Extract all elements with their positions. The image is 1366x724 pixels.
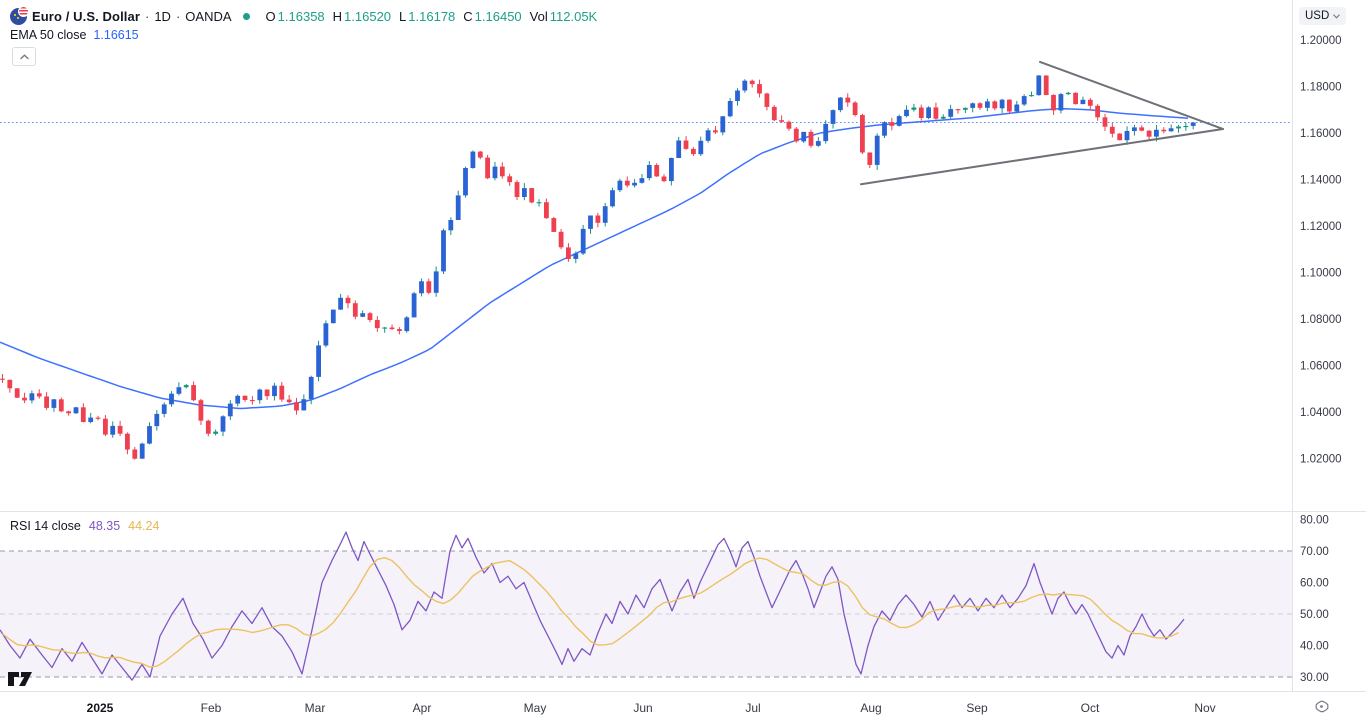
svg-text:Apr: Apr	[413, 701, 432, 715]
high-label: H	[332, 9, 343, 24]
candlestick-series	[0, 75, 1196, 460]
svg-text:1.16000: 1.16000	[1300, 128, 1342, 140]
triangle-pattern-drawing[interactable]	[860, 60, 1224, 186]
svg-text:80.00: 80.00	[1300, 515, 1329, 527]
time-axis-labels[interactable]: 2025 Feb Mar Apr May Jun Jul Aug Sep Oct Nov	[87, 701, 1216, 715]
svg-text:1.08000: 1.08000	[1300, 314, 1342, 326]
svg-text:Mar: Mar	[305, 701, 326, 715]
market-status-dot[interactable]	[242, 13, 250, 20]
currency-selector[interactable]: USD	[1299, 7, 1347, 25]
separator: ·	[144, 9, 150, 24]
separator: ·	[175, 9, 181, 24]
svg-text:Jun: Jun	[633, 701, 652, 715]
chevron-down-icon	[1333, 13, 1341, 19]
settings-gear-icon[interactable]	[1313, 698, 1330, 720]
tradingview-logo[interactable]	[8, 670, 34, 693]
exchange-label[interactable]: OANDA	[185, 9, 232, 24]
svg-text:1.10000: 1.10000	[1300, 268, 1342, 280]
svg-text:1.20000: 1.20000	[1300, 35, 1342, 47]
volume-label: Vol	[529, 9, 548, 24]
ema-label: EMA 50 close	[10, 28, 87, 42]
volume-value: 112.05K	[549, 9, 598, 24]
high-value: 1.16520	[344, 9, 392, 24]
ema-indicator-legend[interactable]: EMA 50 close 1.16615	[10, 28, 139, 42]
low-label: L	[399, 9, 407, 24]
svg-text:2025: 2025	[87, 701, 114, 715]
rsi-band	[0, 550, 1292, 678]
rsi-axis-labels[interactable]: 80.00 70.00 60.00 50.00 40.00 30.00	[1300, 515, 1329, 685]
svg-text:40.00: 40.00	[1300, 641, 1329, 653]
close-label: C	[463, 9, 473, 24]
ohlc-readout: O 1.16358 H 1.16520 L 1.16178 C 1.16450 Vol 1…	[258, 9, 598, 24]
svg-text:30.00: 30.00	[1300, 672, 1329, 684]
svg-text:Aug: Aug	[860, 701, 881, 715]
svg-text:1.04000: 1.04000	[1300, 407, 1342, 419]
svg-text:1.14000: 1.14000	[1300, 175, 1342, 187]
svg-text:1.18000: 1.18000	[1300, 82, 1342, 94]
svg-text:Feb: Feb	[201, 701, 222, 715]
price-axis-labels[interactable]: 1.20000 1.18000 1.16000 1.14000 1.12000 1.100…	[1300, 35, 1342, 466]
svg-text:Jul: Jul	[745, 701, 760, 715]
svg-text:1.06000: 1.06000	[1300, 361, 1342, 373]
chevron-up-icon	[19, 53, 29, 59]
close-value: 1.16450	[474, 9, 522, 24]
open-value: 1.16358	[277, 9, 325, 24]
svg-text:Sep: Sep	[966, 701, 988, 715]
svg-text:60.00: 60.00	[1300, 578, 1329, 590]
svg-text:1.02000: 1.02000	[1300, 454, 1342, 466]
rsi-ma-value: 44.24	[128, 519, 160, 533]
rsi-indicator-legend[interactable]: RSI 14 close 48.35 44.24	[10, 519, 159, 533]
interval-label[interactable]: 1D	[154, 9, 171, 24]
low-value: 1.16178	[408, 9, 456, 24]
svg-text:May: May	[524, 701, 547, 715]
symbol-legend[interactable]: Euro / U.S. Dollar · 1D · OANDA O 1.16358…	[10, 6, 598, 25]
svg-text:50.00: 50.00	[1300, 609, 1329, 621]
rsi-label: RSI 14 close	[10, 519, 81, 533]
rsi-ma-line	[2, 557, 1179, 668]
open-label: O	[265, 9, 276, 24]
ema-value: 1.16615	[93, 28, 139, 42]
svg-text:1.12000: 1.12000	[1300, 221, 1342, 233]
svg-text:70.00: 70.00	[1300, 546, 1329, 558]
svg-text:Oct: Oct	[1081, 701, 1100, 715]
tradingview-logo-icon	[8, 672, 32, 686]
currency-label: USD	[1305, 10, 1330, 22]
rsi-line	[0, 531, 1185, 681]
collapse-legend-button[interactable]	[12, 47, 36, 66]
rsi-value: 48.35	[88, 519, 121, 533]
eurusd-pair-icon	[10, 6, 29, 25]
ema-line	[0, 107, 1189, 410]
svg-text:Nov: Nov	[1194, 701, 1215, 715]
symbol-title[interactable]: Euro / U.S. Dollar	[32, 9, 140, 24]
pane-dividers[interactable]	[0, 0, 1366, 692]
